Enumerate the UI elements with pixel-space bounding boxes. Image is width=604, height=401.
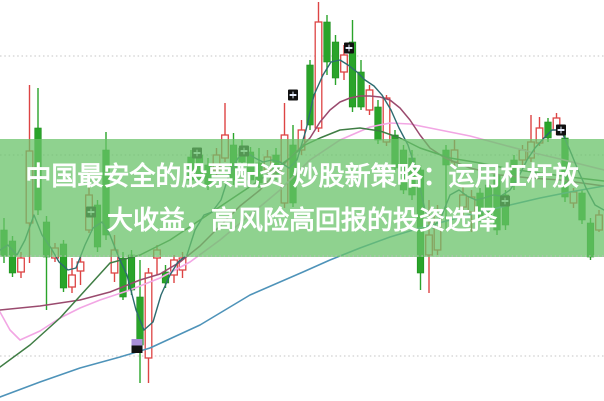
candle-body xyxy=(306,64,314,126)
headline-band xyxy=(0,139,604,257)
candle-body xyxy=(357,71,365,108)
candle-body xyxy=(17,257,25,273)
crash-marker-icon xyxy=(131,345,143,353)
candle-body xyxy=(340,54,348,73)
candle-body xyxy=(314,21,323,129)
crash-marker-icon-top xyxy=(131,339,143,346)
candle-body xyxy=(365,89,374,111)
candle-body xyxy=(382,97,391,143)
candle-body xyxy=(323,21,331,63)
candle-body xyxy=(144,272,153,359)
candle-body xyxy=(374,106,382,141)
candle-body xyxy=(68,274,76,288)
candle-body xyxy=(348,41,357,108)
candle-body xyxy=(119,257,127,298)
